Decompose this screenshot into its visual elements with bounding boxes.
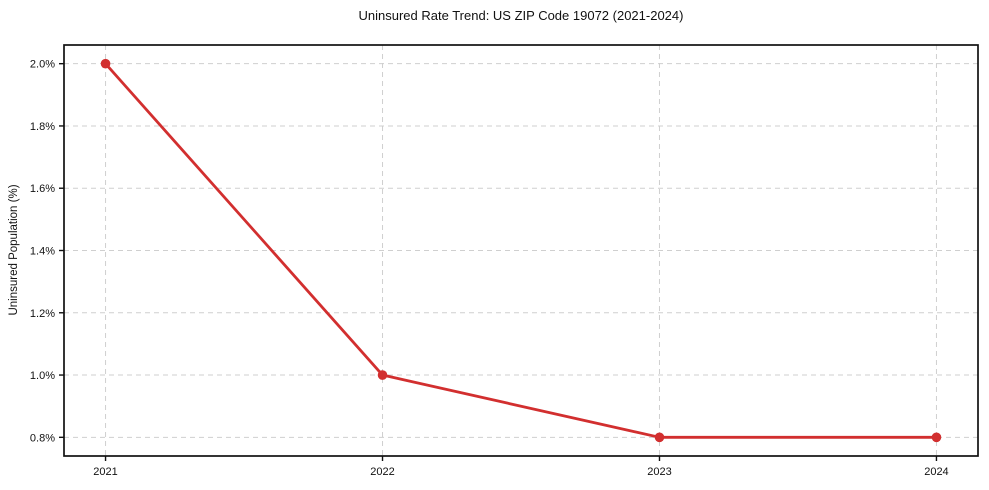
y-tick-label: 1.6%	[30, 183, 55, 195]
data-point	[654, 432, 665, 443]
x-tick-label: 2021	[93, 466, 117, 478]
data-point	[931, 432, 942, 443]
data-point	[377, 370, 388, 380]
y-tick-label: 1.0%	[30, 370, 55, 382]
x-tick-label: 2022	[370, 466, 394, 478]
chart-title: Uninsured Rate Trend: US ZIP Code 19072 …	[358, 8, 684, 23]
data-point	[100, 58, 111, 69]
y-tick-label: 1.2%	[30, 308, 55, 320]
y-tick-label: 2.0%	[30, 59, 55, 71]
x-tick-label: 2023	[647, 466, 671, 478]
y-tick-label: 0.8%	[30, 432, 55, 444]
trend-line	[104, 62, 938, 439]
y-tick-label: 1.4%	[30, 246, 55, 258]
y-tick-label: 1.8%	[30, 121, 55, 133]
x-tick-label: 2024	[924, 466, 948, 478]
